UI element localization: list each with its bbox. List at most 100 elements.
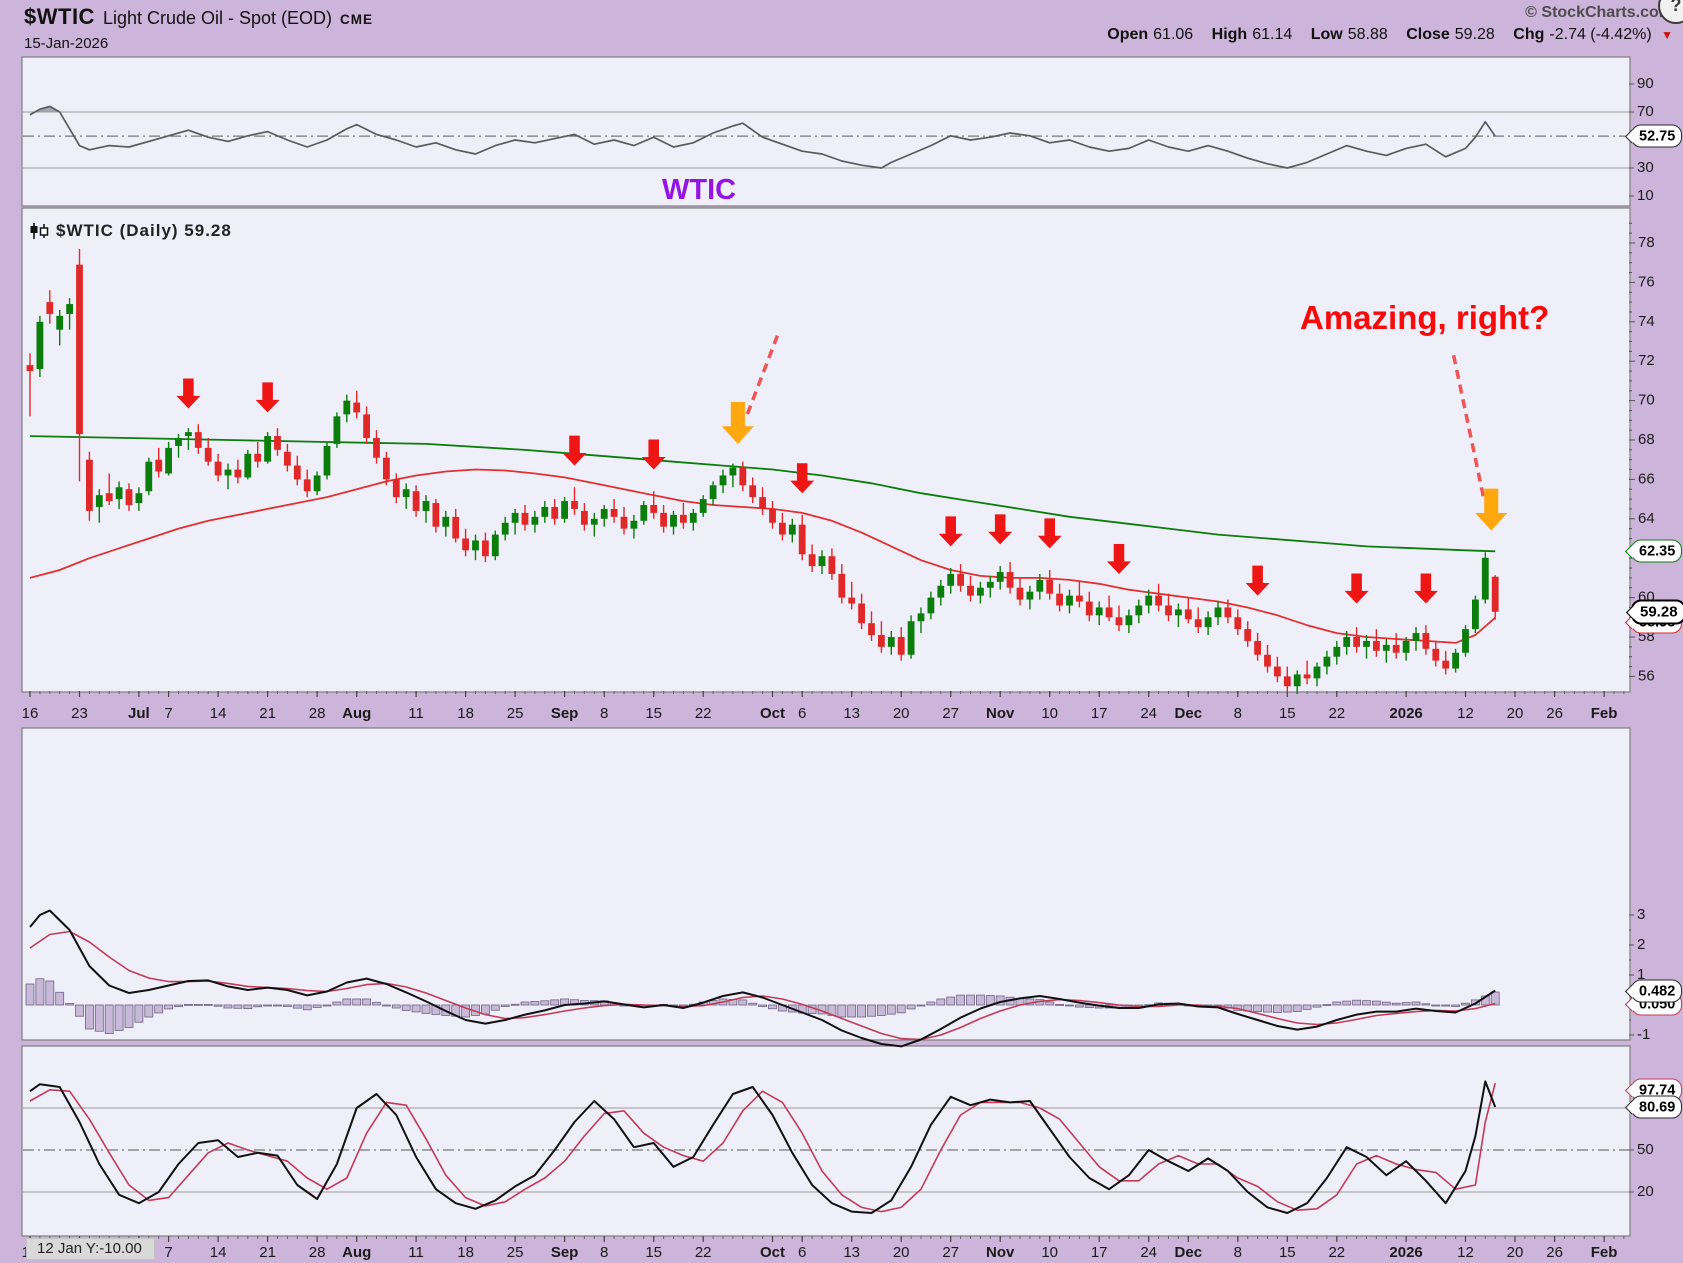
candle (353, 402, 361, 413)
svg-text:14: 14 (210, 1244, 227, 1261)
candle (214, 461, 222, 476)
svg-text:Sep: Sep (551, 1244, 579, 1261)
svg-text:1: 1 (1637, 966, 1645, 983)
svg-text:26: 26 (1546, 1244, 1563, 1261)
candle (392, 479, 400, 498)
candles (26, 248, 1499, 695)
svg-text:72: 72 (1638, 352, 1655, 369)
candle (1452, 652, 1459, 669)
svg-text:10: 10 (1041, 705, 1058, 722)
candle (125, 489, 133, 506)
svg-text:64: 64 (1638, 510, 1655, 527)
candle (977, 587, 984, 596)
candle (1264, 654, 1271, 667)
chg-value: -2.74 (-4.42%) (1549, 26, 1652, 43)
candle (709, 485, 717, 500)
candle (1274, 666, 1281, 677)
candle (1184, 609, 1192, 620)
svg-text:15: 15 (645, 1244, 662, 1261)
candle (26, 365, 34, 372)
candle (1353, 637, 1360, 647)
svg-text:66: 66 (1638, 470, 1655, 487)
callout-text: Amazing, right? (1300, 299, 1550, 336)
candle (571, 501, 578, 509)
candle (511, 512, 519, 523)
candle (848, 597, 856, 604)
chart-header: $WTIC Light Crude Oil - Spot (EOD) CME 1… (24, 4, 1673, 52)
candle (1373, 640, 1380, 651)
candle (313, 475, 321, 492)
candle (165, 447, 172, 474)
candle (868, 623, 875, 636)
svg-text:70: 70 (1638, 392, 1655, 409)
chg-label: Chg (1513, 26, 1545, 43)
candle (1214, 607, 1222, 618)
candle (363, 414, 370, 439)
candle (1155, 595, 1162, 606)
candle (769, 508, 776, 523)
svg-text:17: 17 (1091, 705, 1108, 722)
candle (56, 315, 64, 330)
svg-text:27: 27 (942, 1244, 959, 1261)
candle (818, 556, 826, 567)
candle (1095, 607, 1103, 616)
ma-green-value-bubble: 62.35 (1631, 539, 1683, 563)
candle (531, 516, 539, 525)
macd-value-bubble: 0.482 (1631, 979, 1683, 1003)
svg-text:78: 78 (1638, 234, 1655, 251)
candle (858, 603, 865, 624)
svg-text:24: 24 (1140, 1244, 1157, 1261)
candle (719, 475, 727, 486)
candle (1333, 646, 1341, 657)
annotation-dashed-lines (744, 334, 1487, 502)
change-dropdown-arrow[interactable]: ▼ (1661, 28, 1673, 42)
red-down-arrows (176, 378, 1438, 604)
svg-text:11: 11 (408, 1244, 424, 1261)
candle (1323, 656, 1331, 667)
candle (838, 573, 846, 598)
open-value: 61.06 (1153, 26, 1194, 43)
candle (95, 495, 103, 507)
svg-text:25: 25 (507, 1244, 524, 1261)
close-value: 59.28 (1454, 26, 1495, 43)
svg-text:7: 7 (164, 1244, 172, 1261)
stockcharts-credit: © StockCharts.com (1525, 4, 1673, 21)
svg-text:8: 8 (600, 1244, 608, 1261)
svg-text:74: 74 (1638, 313, 1655, 330)
candle (274, 436, 281, 450)
candle (996, 571, 1004, 582)
candle (660, 512, 667, 527)
stoch-d-line (29, 1083, 1496, 1213)
low-label: Low (1310, 26, 1343, 43)
candle (442, 516, 450, 527)
candle (135, 493, 143, 504)
high-label: High (1211, 26, 1248, 43)
candle (204, 447, 212, 462)
exchange-label: CME (340, 12, 374, 27)
candle (1313, 666, 1321, 679)
candle (1194, 619, 1202, 628)
svg-text:14: 14 (210, 705, 227, 722)
candle (66, 304, 73, 314)
svg-text:70: 70 (1637, 103, 1654, 120)
svg-text:76: 76 (1638, 273, 1655, 290)
svg-text:Oct: Oct (760, 705, 785, 722)
candle (194, 432, 202, 448)
candle (501, 522, 509, 535)
svg-text:12: 12 (1457, 705, 1474, 722)
main-chart-label: $WTIC (Daily) 59.28 (28, 221, 232, 241)
svg-text:20: 20 (1507, 705, 1524, 722)
svg-text:11: 11 (408, 705, 424, 722)
svg-text:13: 13 (843, 705, 860, 722)
svg-text:8: 8 (1234, 705, 1242, 722)
candle (957, 573, 964, 586)
rsi-line (29, 105, 1496, 169)
svg-text:8: 8 (600, 705, 608, 722)
candle (1165, 605, 1172, 616)
candle (105, 493, 113, 502)
macd-line (29, 909, 1496, 1048)
svg-text:3: 3 (1637, 906, 1645, 923)
candle (1036, 579, 1044, 592)
